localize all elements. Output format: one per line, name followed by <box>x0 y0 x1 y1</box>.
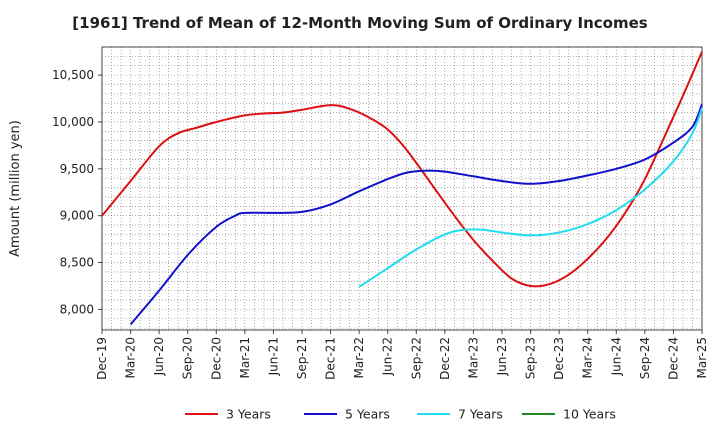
legend-item-3-years: 3 Years <box>185 407 271 422</box>
x-tick-label: Mar-22 <box>352 337 366 378</box>
x-tick-label: Sep-21 <box>295 337 309 379</box>
legend-item-7-years: 7 Years <box>417 407 503 422</box>
x-tick-label: Jun-21 <box>266 337 280 376</box>
x-tick-label: Dec-21 <box>324 337 338 380</box>
legend-label: 5 Years <box>345 407 390 422</box>
y-axis-title: Amount (million yen) <box>8 120 23 257</box>
x-tick-label: Mar-20 <box>124 337 138 378</box>
x-tick-label: Mar-24 <box>581 337 595 378</box>
legend-label: 7 Years <box>458 407 503 422</box>
y-tick-label: 9,500 <box>60 162 94 176</box>
x-tick-label: Jun-23 <box>495 337 509 376</box>
legend-item-10-years: 10 Years <box>522 407 616 422</box>
x-tick-label: Sep-24 <box>638 337 652 379</box>
legend-label: 10 Years <box>563 407 616 422</box>
chart-title: [1961] Trend of Mean of 12-Month Moving … <box>72 14 648 32</box>
x-tick-label: Dec-22 <box>438 337 452 380</box>
x-tick-label: Dec-19 <box>95 337 109 380</box>
series-line-3-years <box>101 51 703 288</box>
x-tick-label: Sep-20 <box>181 337 195 379</box>
y-tick-label: 8,000 <box>60 302 94 316</box>
x-axis-ticks: Dec-19 Mar-20 Jun-20 Sep-20 Dec-20 Mar-21 Jun-… <box>95 330 709 380</box>
series-line-7-years <box>358 107 703 288</box>
x-tick-label: Mar-25 <box>695 337 709 378</box>
series-line-5-years <box>129 103 703 326</box>
y-axis-ticks: 8,000 8,500 9,000 9,500 10,000 10,500 <box>52 68 102 316</box>
x-tick-label: Sep-22 <box>409 337 423 379</box>
x-tick-label: Sep-23 <box>524 337 538 379</box>
x-tick-label: Jun-24 <box>609 337 623 376</box>
y-tick-label: 9,000 <box>60 209 94 223</box>
x-tick-label: Jun-22 <box>381 337 395 376</box>
x-tick-label: Mar-21 <box>238 337 252 378</box>
legend-item-5-years: 5 Years <box>304 407 390 422</box>
plot-area-frame <box>101 46 703 331</box>
y-tick-label: 8,500 <box>60 256 94 270</box>
x-tick-label: Jun-20 <box>152 337 166 376</box>
x-tick-label: Mar-23 <box>466 337 480 378</box>
y-tick-label: 10,000 <box>52 115 94 129</box>
x-tick-label: Dec-20 <box>209 337 223 380</box>
legend: 3 Years 5 Years 7 Years 10 Years <box>185 407 616 422</box>
y-tick-label: 10,500 <box>52 68 94 82</box>
x-tick-label: Dec-24 <box>666 337 680 380</box>
grid-lines <box>102 47 702 330</box>
x-tick-label: Dec-23 <box>552 337 566 380</box>
series-lines <box>101 51 703 326</box>
legend-label: 3 Years <box>226 407 271 422</box>
